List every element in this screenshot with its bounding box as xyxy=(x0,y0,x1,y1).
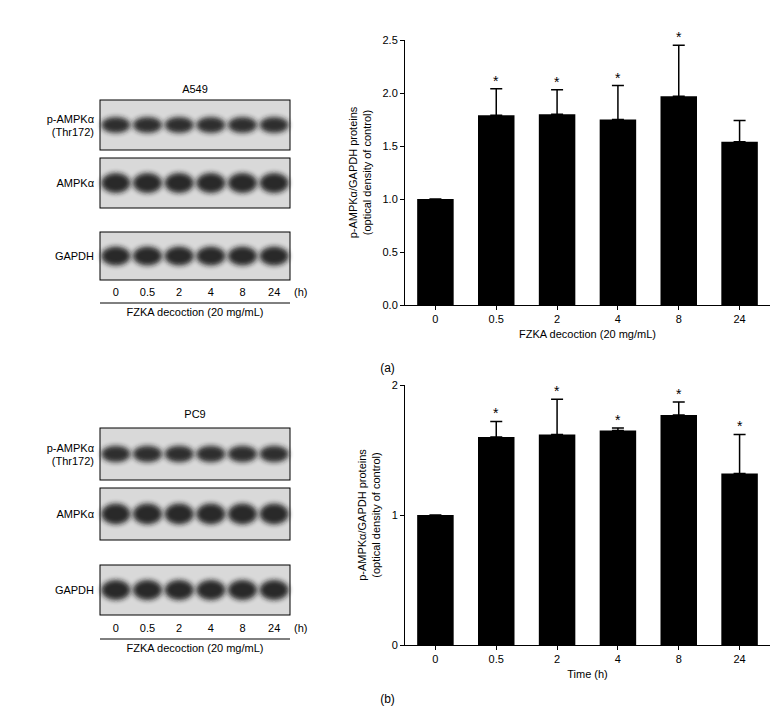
svg-text:GAPDH: GAPDH xyxy=(55,584,94,596)
svg-text:4: 4 xyxy=(615,653,621,665)
svg-text:*: * xyxy=(493,405,499,421)
svg-text:p-AMPKα/GAPDH proteins(optical: p-AMPKα/GAPDH proteins(optical density o… xyxy=(356,449,382,581)
svg-text:*: * xyxy=(554,74,560,90)
svg-text:FZKA decoction (20 mg/mL): FZKA decoction (20 mg/mL) xyxy=(519,328,656,340)
svg-text:(a): (a) xyxy=(380,361,395,375)
svg-text:0.5: 0.5 xyxy=(140,286,155,298)
svg-text:4: 4 xyxy=(208,286,214,298)
svg-text:p-AMPKα/GAPDH proteins(optical: p-AMPKα/GAPDH proteins(optical density o… xyxy=(347,106,373,238)
svg-text:p-AMPKα(Thr172): p-AMPKα(Thr172) xyxy=(47,113,95,138)
svg-text:(h): (h) xyxy=(294,622,307,634)
svg-text:2: 2 xyxy=(554,313,560,325)
svg-text:0: 0 xyxy=(113,286,119,298)
svg-text:0: 0 xyxy=(432,313,438,325)
svg-text:0: 0 xyxy=(432,653,438,665)
svg-text:GAPDH: GAPDH xyxy=(55,250,94,262)
svg-text:0.5: 0.5 xyxy=(489,313,504,325)
svg-text:24: 24 xyxy=(733,653,745,665)
svg-text:*: * xyxy=(493,73,499,89)
svg-text:0: 0 xyxy=(392,639,398,651)
svg-text:AMPKα: AMPKα xyxy=(56,508,94,520)
svg-text:8: 8 xyxy=(239,622,245,634)
svg-text:0.5: 0.5 xyxy=(140,622,155,634)
svg-text:2: 2 xyxy=(554,653,560,665)
svg-text:0: 0 xyxy=(113,622,119,634)
svg-text:FZKA decoction (20 mg/mL): FZKA decoction (20 mg/mL) xyxy=(127,642,264,654)
svg-text:8: 8 xyxy=(676,653,682,665)
svg-text:2: 2 xyxy=(392,379,398,391)
svg-text:1.5: 1.5 xyxy=(383,140,398,152)
svg-text:1.0: 1.0 xyxy=(383,193,398,205)
svg-text:*: * xyxy=(676,29,682,45)
svg-text:0.5: 0.5 xyxy=(383,246,398,258)
svg-text:4: 4 xyxy=(208,622,214,634)
svg-text:(b): (b) xyxy=(380,692,395,706)
svg-text:0.0: 0.0 xyxy=(383,299,398,311)
svg-text:*: * xyxy=(615,70,621,86)
svg-text:AMPKα: AMPKα xyxy=(56,177,94,189)
svg-text:*: * xyxy=(676,386,682,402)
svg-text:PC9: PC9 xyxy=(184,408,205,420)
svg-text:4: 4 xyxy=(615,313,621,325)
svg-text:(h): (h) xyxy=(294,286,307,298)
svg-text:Time (h): Time (h) xyxy=(567,668,608,680)
svg-text:24: 24 xyxy=(268,286,280,298)
svg-text:24: 24 xyxy=(268,622,280,634)
svg-text:2: 2 xyxy=(176,622,182,634)
svg-text:p-AMPKα(Thr172): p-AMPKα(Thr172) xyxy=(47,442,95,467)
svg-text:*: * xyxy=(615,412,621,428)
svg-text:24: 24 xyxy=(733,313,745,325)
svg-text:*: * xyxy=(737,418,743,434)
svg-text:A549: A549 xyxy=(182,83,208,95)
svg-text:1: 1 xyxy=(392,509,398,521)
svg-text:2: 2 xyxy=(176,286,182,298)
svg-text:2.0: 2.0 xyxy=(383,87,398,99)
svg-text:2.5: 2.5 xyxy=(383,34,398,46)
svg-text:FZKA decoction (20 mg/mL): FZKA decoction (20 mg/mL) xyxy=(127,306,264,318)
svg-text:8: 8 xyxy=(239,286,245,298)
svg-text:8: 8 xyxy=(676,313,682,325)
svg-text:0.5: 0.5 xyxy=(489,653,504,665)
svg-text:*: * xyxy=(554,383,560,399)
